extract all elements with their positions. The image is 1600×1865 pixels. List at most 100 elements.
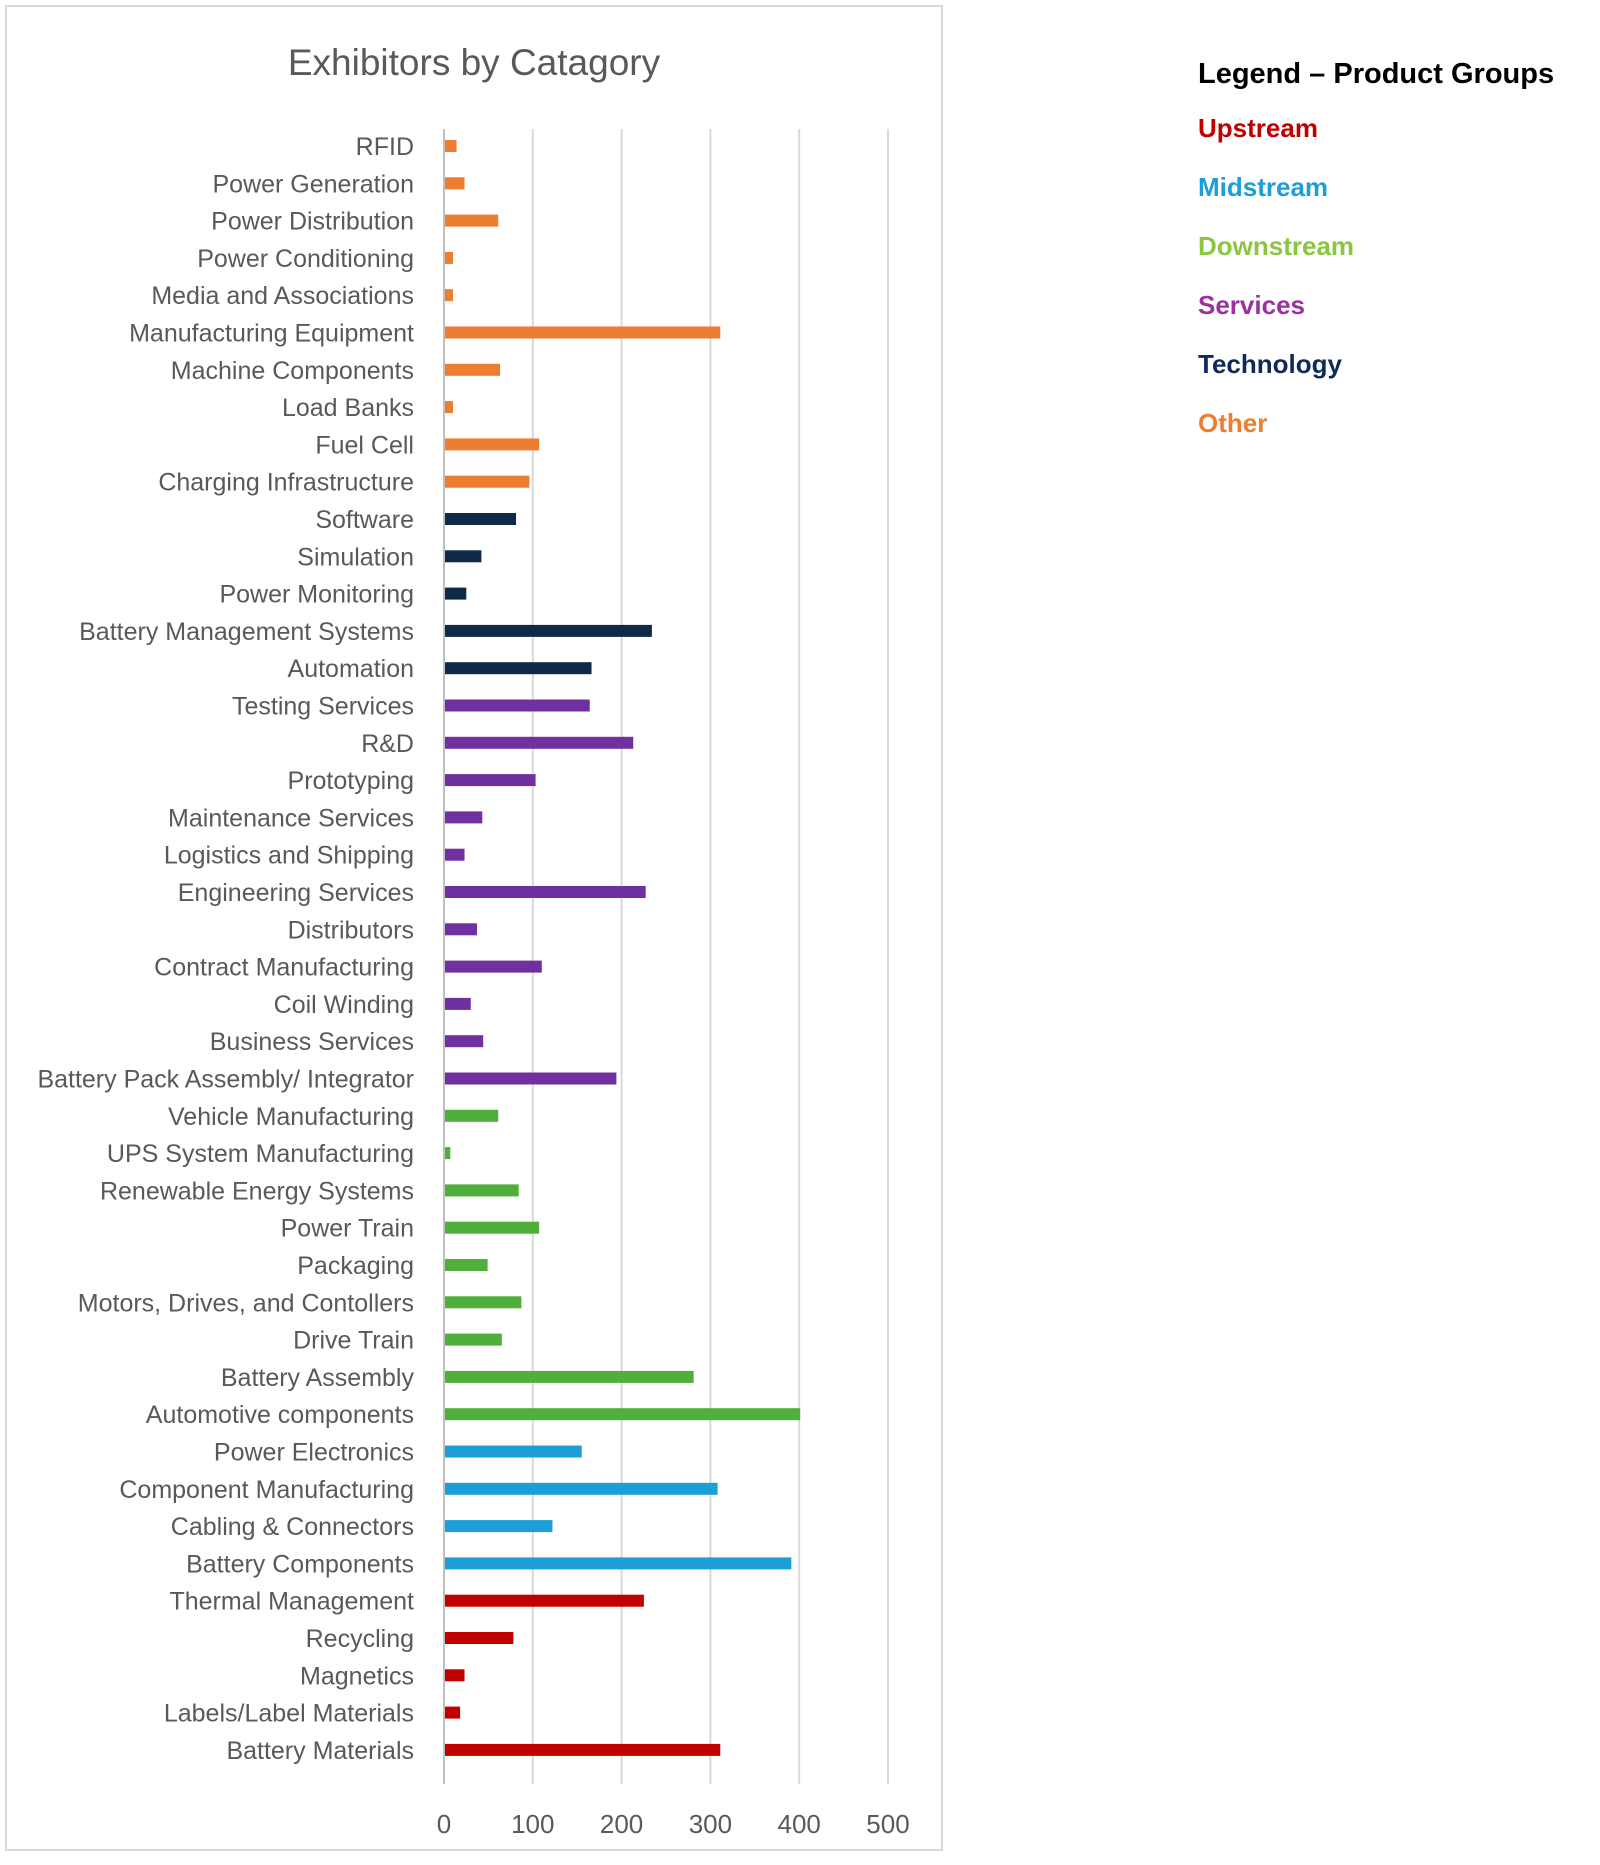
bar: [445, 1557, 792, 1570]
category-label: UPS System Manufacturing: [107, 1140, 414, 1168]
category-label: Renewable Energy Systems: [100, 1177, 414, 1205]
bar: [445, 811, 483, 824]
legend-item-services: Services: [1198, 290, 1305, 320]
category-label: Fuel Cell: [315, 431, 414, 459]
category-label: Testing Services: [232, 693, 414, 721]
bar: [445, 140, 457, 152]
legend-item-midstream: Midstream: [1198, 172, 1329, 202]
bar: [445, 662, 592, 675]
x-tick-label: 200: [600, 1809, 643, 1839]
x-tick-label: 400: [778, 1809, 821, 1839]
category-label: Battery Materials: [226, 1737, 414, 1765]
category-label: Automation: [288, 655, 414, 683]
category-label: Battery Assembly: [221, 1364, 415, 1392]
category-label: Prototyping: [288, 767, 414, 795]
legend-item-technology: Technology: [1198, 349, 1342, 379]
category-label: Battery Pack Assembly/ Integrator: [37, 1066, 414, 1094]
legend-item-other: Other: [1198, 408, 1268, 438]
bar: [445, 699, 590, 712]
category-label: Power Train: [281, 1215, 414, 1243]
bar: [445, 624, 652, 637]
category-label: Machine Components: [171, 357, 414, 385]
bars: [445, 140, 801, 1756]
bar: [445, 1408, 801, 1421]
bar: [445, 1333, 502, 1346]
bar: [445, 1035, 484, 1048]
bar: [445, 848, 465, 861]
category-label: Recycling: [306, 1625, 414, 1653]
category-label: Thermal Management: [169, 1588, 414, 1616]
category-label: Contract Manufacturing: [154, 954, 414, 982]
chart-title: Exhibitors by Catagory: [288, 42, 661, 83]
category-label: Power Monitoring: [219, 581, 414, 609]
bar: [445, 1445, 582, 1458]
bar: [445, 1072, 617, 1085]
bar: [445, 774, 536, 787]
bar: [445, 363, 501, 376]
category-label: Charging Infrastructure: [158, 469, 414, 497]
bar: [445, 1482, 718, 1495]
bar: [445, 475, 530, 488]
bar: [445, 1221, 540, 1234]
category-label: R&D: [361, 730, 414, 758]
category-label: Automotive components: [146, 1401, 414, 1429]
category-label: Load Banks: [282, 394, 414, 422]
category-label: Power Conditioning: [197, 245, 414, 273]
category-label: Vehicle Manufacturing: [168, 1103, 414, 1131]
category-label: Manufacturing Equipment: [129, 320, 414, 348]
bar: [445, 1743, 721, 1756]
bar: [445, 1706, 461, 1719]
bar: [445, 550, 482, 563]
bar: [445, 886, 646, 898]
category-label: Packaging: [297, 1252, 414, 1280]
bar: [445, 997, 471, 1010]
bar: [445, 1184, 519, 1197]
category-label: Media and Associations: [151, 282, 414, 310]
category-label: Engineering Services: [178, 879, 414, 907]
x-axis-ticks: 0 100 200 300 400 500: [437, 1809, 910, 1839]
bar: [445, 289, 453, 302]
legend-title: Legend – Product Groups: [1198, 58, 1555, 90]
bar: [445, 1632, 514, 1644]
category-label: Coil Winding: [274, 991, 414, 1019]
category-label: Power Electronics: [214, 1439, 414, 1467]
category-label: Power Distribution: [211, 208, 414, 236]
bar: [445, 923, 477, 936]
bar: [445, 587, 467, 600]
category-label: Business Services: [210, 1028, 414, 1056]
bar: [445, 1296, 522, 1309]
chart-frame: Exhibitors by Catagory RFID Power Generat…: [5, 5, 943, 1851]
bar: [445, 326, 721, 339]
category-label: Logistics and Shipping: [164, 842, 414, 870]
bar-chart: Exhibitors by Catagory RFID Power Generat…: [37, 42, 910, 1839]
category-label: Software: [315, 506, 414, 534]
category-label: Labels/Label Materials: [164, 1700, 414, 1728]
bar: [445, 214, 499, 227]
bar: [445, 1594, 644, 1607]
legend-item-downstream: Downstream: [1198, 231, 1355, 261]
category-label: Battery Components: [186, 1550, 414, 1578]
x-tick-label: 300: [689, 1809, 732, 1839]
bar: [445, 513, 517, 525]
x-tick-label: 500: [866, 1809, 909, 1839]
x-tick-label: 0: [437, 1809, 451, 1839]
bar: [445, 1520, 553, 1533]
bar: [445, 401, 453, 414]
gridlines: [443, 129, 889, 1785]
bar: [445, 1259, 488, 1271]
bar: [445, 177, 465, 190]
bar: [445, 438, 540, 451]
bar: [445, 1147, 451, 1160]
bar: [445, 736, 634, 749]
bar: [445, 960, 542, 973]
category-label: Maintenance Services: [168, 804, 414, 832]
category-label: Power Generation: [212, 170, 414, 198]
bar: [445, 1669, 465, 1682]
legend: Legend – Product Groups Upstream Midstre…: [1198, 58, 1578, 467]
legend-item-upstream: Upstream: [1198, 113, 1318, 143]
category-label: RFID: [356, 133, 414, 161]
bar: [445, 251, 453, 264]
bar: [445, 1109, 499, 1122]
category-label: Component Manufacturing: [119, 1476, 414, 1504]
category-label: Simulation: [297, 543, 414, 571]
